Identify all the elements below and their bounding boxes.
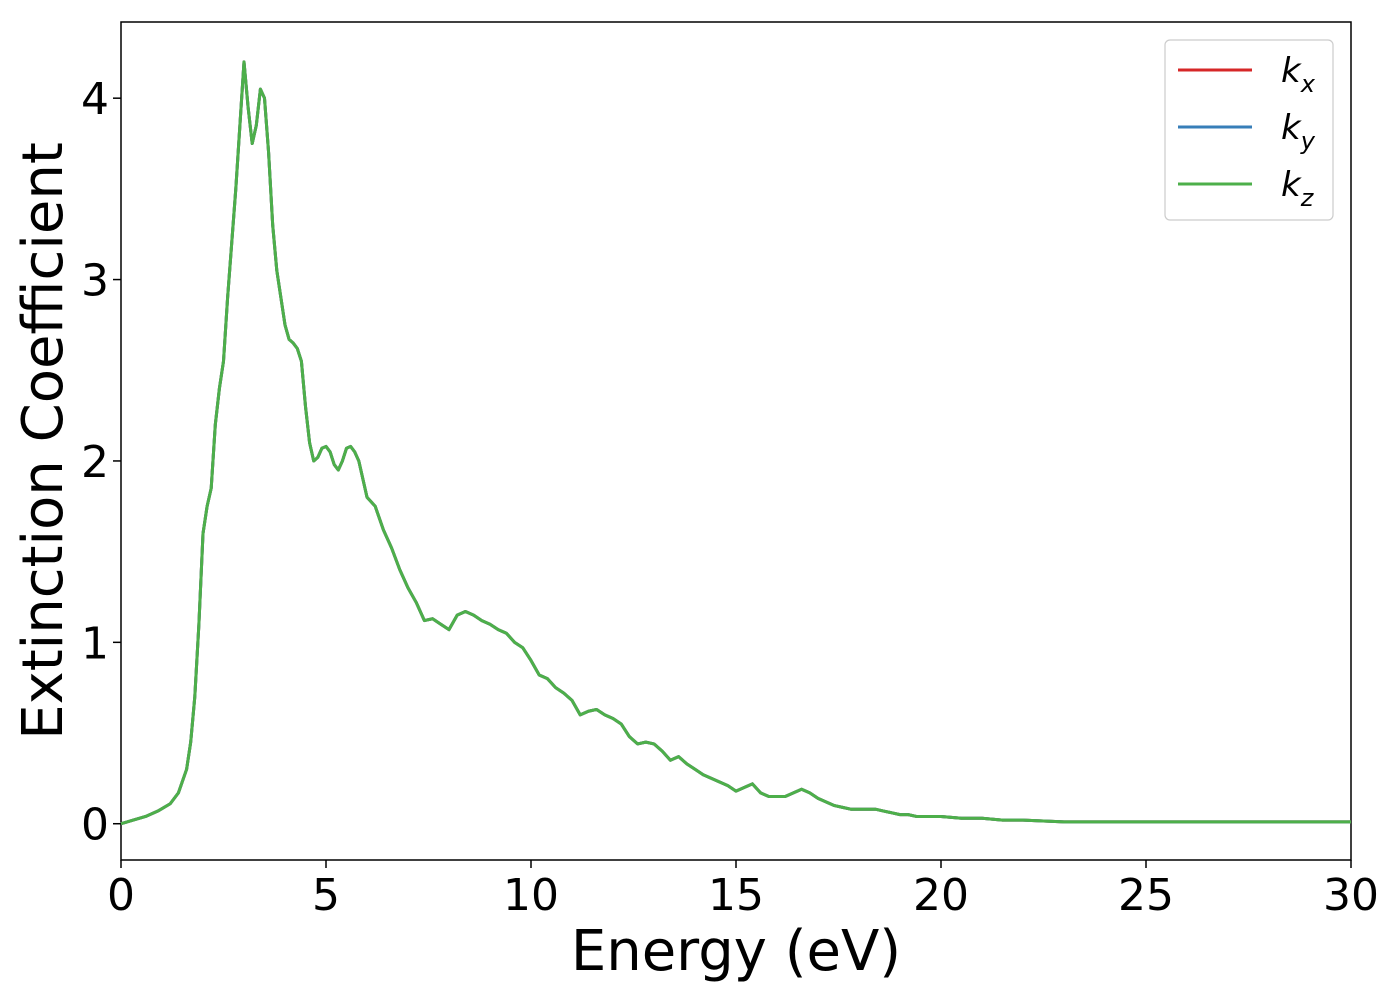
- legend-frame: [1164, 39, 1334, 221]
- x-tick-label: 10: [503, 870, 559, 921]
- x-tick-label: 30: [1323, 870, 1379, 921]
- legend-label-base: k: [1281, 165, 1302, 205]
- y-tick-label: 3: [81, 256, 109, 307]
- legend-label-z: kz: [1281, 165, 1315, 212]
- legend-label-x: kx: [1281, 51, 1316, 98]
- y-axis-title: Extinction Coefficient: [11, 142, 76, 740]
- x-axis-title: Energy (eV): [571, 919, 901, 984]
- y-tick-label: 1: [81, 618, 109, 669]
- legend-label-y: ky: [1281, 108, 1316, 155]
- y-tick-label: 4: [81, 74, 109, 125]
- legend-label-subscript: x: [1300, 70, 1316, 98]
- x-tick-label: 15: [708, 870, 764, 921]
- legend-label-subscript: z: [1300, 184, 1315, 212]
- y-tick-label: 0: [81, 800, 109, 851]
- x-tick-label: 0: [107, 870, 135, 921]
- legend-label-subscript: y: [1300, 127, 1316, 155]
- x-tick-label: 20: [913, 870, 969, 921]
- y-axis-ticks: 0 1 2 3 4: [81, 74, 121, 851]
- series-layer: [120, 60, 1351, 826]
- x-axis-ticks: 0 5 10 15 20 25 30: [107, 860, 1379, 921]
- x-tick-label: 5: [312, 870, 340, 921]
- legend-label-base: k: [1281, 51, 1302, 91]
- legend-label-base: k: [1281, 108, 1302, 148]
- y-tick-label: 2: [81, 437, 109, 488]
- series-line-z: [120, 60, 1351, 826]
- x-tick-label: 25: [1118, 870, 1174, 921]
- plot-area: [120, 21, 1352, 861]
